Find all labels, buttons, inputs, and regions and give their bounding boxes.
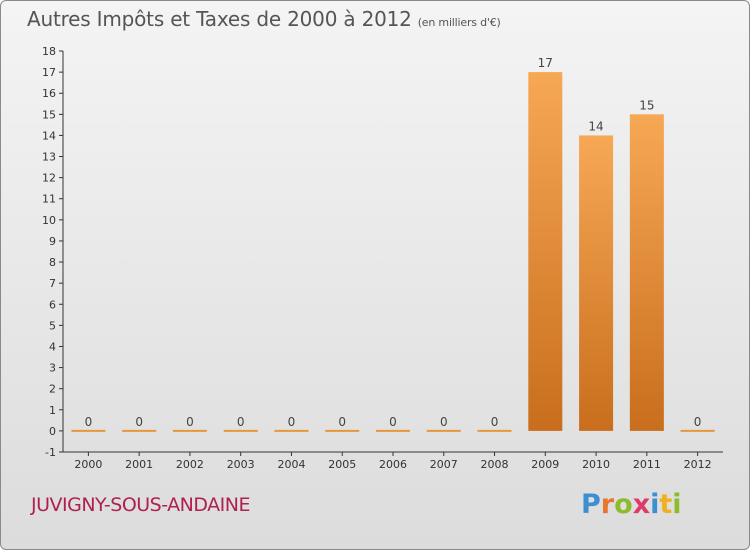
data-label: 0 <box>186 415 194 429</box>
x-tick-label: 2005 <box>328 458 356 471</box>
bar <box>579 135 614 431</box>
x-tick-label: 2000 <box>74 458 102 471</box>
y-tick-label: -1 <box>45 446 56 459</box>
data-label: 0 <box>694 415 702 429</box>
commune-name: JUVIGNY-SOUS-ANDAINE <box>31 494 251 516</box>
y-tick-label: 10 <box>42 214 56 227</box>
chart-title: Autres Impôts et Taxes de 2000 à 2012 (en… <box>27 7 501 31</box>
y-tick-label: 17 <box>42 66 56 79</box>
data-label: 0 <box>288 415 296 429</box>
y-tick-label: 4 <box>49 340 56 353</box>
data-label: 15 <box>639 98 654 112</box>
data-label: 0 <box>85 415 93 429</box>
x-tick-label: 2010 <box>582 458 610 471</box>
y-tick-label: 18 <box>42 45 56 58</box>
data-label: 0 <box>338 415 346 429</box>
x-tick-label: 2001 <box>125 458 153 471</box>
x-tick-label: 2006 <box>379 458 407 471</box>
y-tick-label: 2 <box>49 383 56 396</box>
y-tick-label: 7 <box>49 277 56 290</box>
x-tick-label: 2007 <box>430 458 458 471</box>
x-tick-label: 2011 <box>633 458 661 471</box>
x-tick-label: 2012 <box>684 458 712 471</box>
y-tick-label: 5 <box>49 319 56 332</box>
proxiti-logo: Proxiti <box>581 489 682 520</box>
chart-title-unit: (en milliers d'€) <box>417 16 501 29</box>
data-label: 14 <box>588 119 603 133</box>
y-tick-label: 11 <box>42 193 56 206</box>
chart-title-text: Autres Impôts et Taxes de 2000 à 2012 <box>27 7 412 31</box>
y-tick-label: 16 <box>42 87 56 100</box>
data-label: 0 <box>491 415 499 429</box>
x-tick-label: 2008 <box>481 458 509 471</box>
x-tick-label: 2002 <box>176 458 204 471</box>
y-tick-label: 0 <box>49 425 56 438</box>
x-tick-label: 2004 <box>277 458 305 471</box>
data-label: 0 <box>389 415 397 429</box>
data-label: 0 <box>237 415 245 429</box>
bar <box>528 72 563 431</box>
x-tick-label: 2003 <box>227 458 255 471</box>
y-tick-label: 12 <box>42 172 56 185</box>
x-tick-label: 2009 <box>531 458 559 471</box>
y-tick-label: 13 <box>42 151 56 164</box>
y-tick-label: 1 <box>49 404 56 417</box>
y-tick-label: 15 <box>42 108 56 121</box>
data-label: 0 <box>440 415 448 429</box>
bar <box>629 114 664 431</box>
y-tick-label: 9 <box>49 235 56 248</box>
y-tick-label: 14 <box>42 129 56 142</box>
data-label: 0 <box>135 415 143 429</box>
y-tick-label: 8 <box>49 256 56 269</box>
data-label: 17 <box>538 56 553 70</box>
y-tick-label: 6 <box>49 298 56 311</box>
y-tick-label: 3 <box>49 362 56 375</box>
